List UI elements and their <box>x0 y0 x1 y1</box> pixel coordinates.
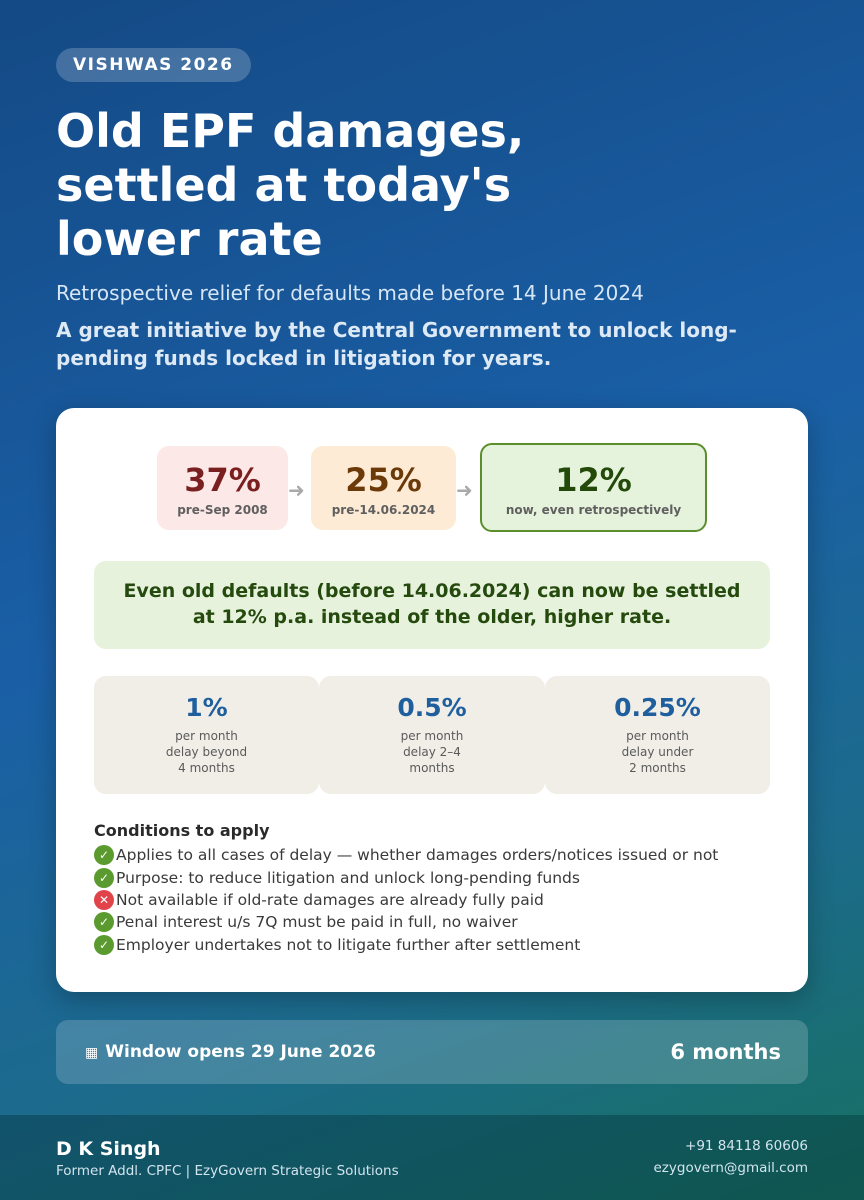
conditions-list: ✓ Applies to all cases of delay — whethe… <box>94 844 794 956</box>
condition-item: ✓ Purpose: to reduce litigation and unlo… <box>94 866 794 888</box>
tile-value: 1% <box>185 693 228 722</box>
window-duration: 6 months <box>670 1040 781 1064</box>
check-icon: ✓ <box>94 912 114 933</box>
title-line: lower rate <box>56 212 323 266</box>
window-label-group: ▦ Window opens 29 June 2026 <box>85 1020 376 1085</box>
check-icon: ✓ <box>94 845 114 866</box>
rate-box-pre-sep-2008: 37% pre-Sep 2008 <box>157 446 288 530</box>
damage-rate-tile: 1% per month delay beyond 4 months <box>94 676 319 794</box>
window-label: Window opens 29 June 2026 <box>105 1042 376 1062</box>
contact-phone[interactable]: +91 84118 60606 <box>685 1138 808 1154</box>
condition-item: ✓ Applies to all cases of delay — whethe… <box>94 844 794 866</box>
rate-value: 12% <box>555 461 632 499</box>
arrow-right-icon: ➜ <box>456 478 473 502</box>
highlight-line: Even old defaults (before 14.06.2024) ca… <box>123 580 741 602</box>
tile-label-line: delay 2–4 <box>403 745 461 759</box>
info-card: 37% pre-Sep 2008 ➜ 25% pre-14.06.2024 ➜ … <box>56 408 808 992</box>
title-line: Old EPF damages, <box>56 104 525 158</box>
footer: D K Singh Former Addl. CPFC | EzyGovern … <box>0 1115 864 1200</box>
tile-label-line: months <box>409 761 455 775</box>
author-role: Former Addl. CPFC | EzyGovern Strategic … <box>56 1163 399 1179</box>
window-bar: ▦ Window opens 29 June 2026 6 months <box>56 1020 808 1084</box>
rate-caption: now, even retrospectively <box>505 503 682 517</box>
tile-label: per month delay beyond 4 months <box>94 728 319 776</box>
rate-value: 37% <box>184 461 261 499</box>
condition-text: Employer undertakes not to litigate furt… <box>116 935 581 954</box>
tile-label-line: per month <box>400 729 464 743</box>
subtitle: Retrospective relief for defaults made b… <box>56 281 644 305</box>
rate-caption: pre-14.06.2024 <box>331 503 436 517</box>
tile-label-line: 4 months <box>178 761 235 775</box>
conditions-heading: Conditions to apply <box>94 821 270 840</box>
condition-text: Purpose: to reduce litigation and unlock… <box>116 868 580 887</box>
tile-label-line: per month <box>626 729 689 743</box>
vishwas-badge: VISHWAS 2026 <box>56 48 251 82</box>
rate-value: 25% <box>345 461 422 499</box>
check-icon: ✓ <box>94 934 114 955</box>
rate-caption: pre-Sep 2008 <box>177 503 268 517</box>
condition-item: ✓ Penal interest u/s 7Q must be paid in … <box>94 911 794 933</box>
tile-value: 0.5% <box>397 693 467 722</box>
rate-box-pre-2024: 25% pre-14.06.2024 <box>311 446 456 530</box>
condition-text: Applies to all cases of delay — whether … <box>116 846 719 865</box>
condition-item: ✕ Not available if old-rate damages are … <box>94 889 794 911</box>
page-title: Old EPF damages, settled at today's lowe… <box>56 104 776 266</box>
tile-label-line: delay beyond <box>165 745 248 759</box>
highlight-banner: Even old defaults (before 14.06.2024) ca… <box>94 561 770 649</box>
tile-label: per month delay under 2 months <box>545 728 770 776</box>
condition-text: Not available if old-rate damages are al… <box>116 890 544 909</box>
title-line: settled at today's <box>56 158 512 212</box>
condition-text: Penal interest u/s 7Q must be paid in fu… <box>116 913 518 932</box>
rate-box-current: 12% now, even retrospectively <box>480 443 707 532</box>
cross-icon: ✕ <box>94 889 114 910</box>
damage-rate-tile: 0.5% per month delay 2–4 months <box>319 676 545 794</box>
arrow-right-icon: ➜ <box>288 478 305 502</box>
tile-label-line: per month <box>175 729 238 743</box>
contact-email[interactable]: ezygovern@gmail.com <box>653 1160 809 1176</box>
check-icon: ✓ <box>94 867 114 888</box>
tile-label: per month delay 2–4 months <box>319 728 545 776</box>
calendar-icon: ▦ <box>85 1045 99 1061</box>
tile-value: 0.25% <box>614 693 701 722</box>
highlight-line: at 12% p.a. instead of the older, higher… <box>192 606 672 628</box>
tile-label-line: delay under <box>621 745 694 759</box>
tile-label-line: 2 months <box>629 761 686 775</box>
lead-text: A great initiative by the Central Govern… <box>56 318 737 370</box>
damage-rate-tile: 0.25% per month delay under 2 months <box>545 676 770 794</box>
condition-item: ✓ Employer undertakes not to litigate fu… <box>94 934 794 956</box>
author-name: D K Singh <box>56 1138 161 1160</box>
